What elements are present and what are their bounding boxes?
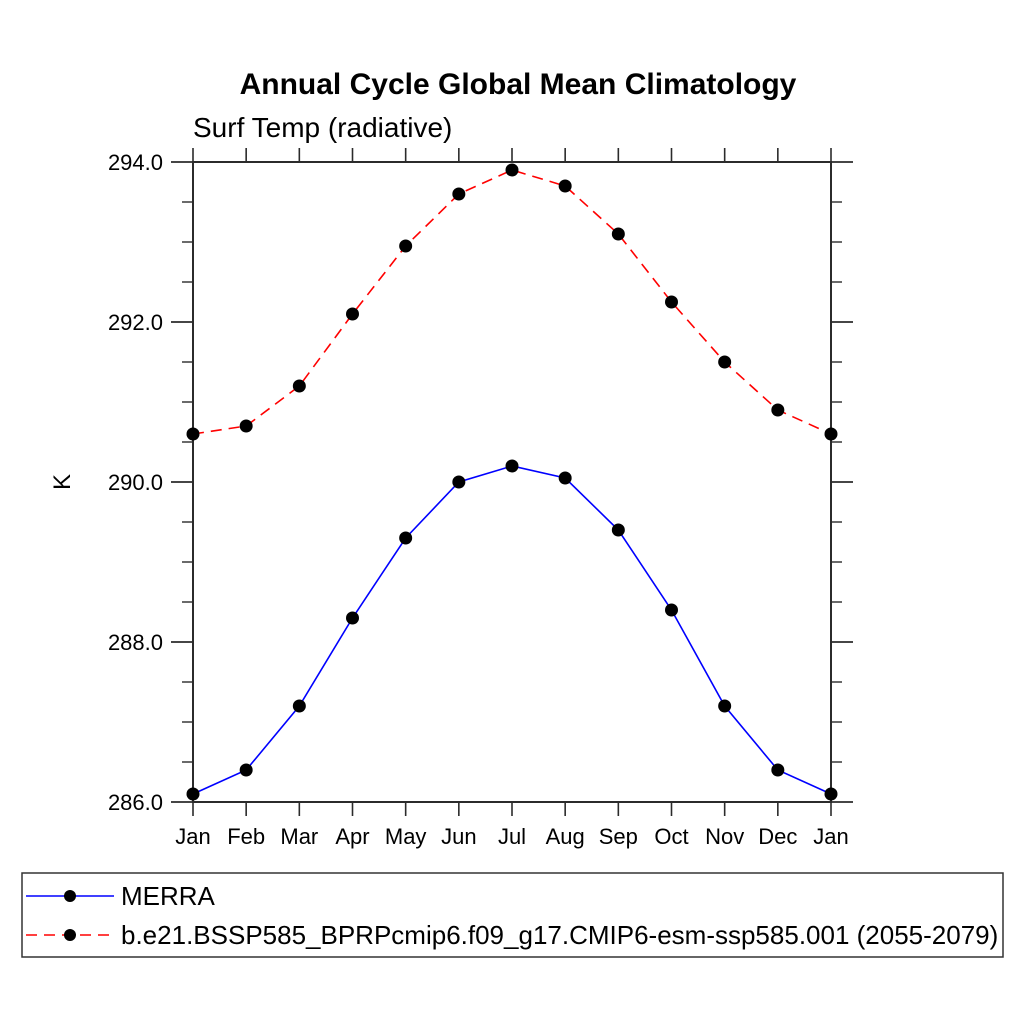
data-point-marker-model — [292, 379, 306, 393]
x-tick-label: Feb — [227, 824, 265, 849]
data-point-marker-model — [399, 239, 413, 253]
y-tick-label: 294.0 — [108, 150, 163, 175]
data-point-marker-model — [771, 403, 785, 417]
data-point-marker-model — [824, 427, 838, 441]
data-point-marker-model — [558, 179, 572, 193]
y-tick-label: 290.0 — [108, 470, 163, 495]
data-point-marker-merra — [558, 471, 572, 485]
x-tick-label: Dec — [758, 824, 797, 849]
y-tick-label: 292.0 — [108, 310, 163, 335]
plot-frame — [192, 161, 832, 803]
data-point-marker-merra — [665, 603, 678, 617]
x-tick-label: Apr — [335, 824, 369, 849]
x-tick-label: Jan — [175, 824, 210, 849]
data-point-marker-merra — [399, 531, 413, 545]
data-point-marker-model — [505, 163, 519, 177]
data-point-marker-model — [346, 307, 359, 321]
data-point-marker-merra — [292, 699, 306, 713]
legend-label-merra: MERRA — [121, 881, 216, 911]
data-point-marker-merra — [452, 475, 466, 489]
x-tick-label: Oct — [654, 824, 688, 849]
legend-marker-model — [64, 929, 76, 941]
legend-box — [21, 872, 1004, 958]
data-point-marker-model — [665, 295, 678, 309]
x-tick-label: Jul — [498, 824, 526, 849]
data-point-marker-model — [186, 427, 200, 441]
x-tick-label: Nov — [705, 824, 744, 849]
data-point-marker-model — [611, 227, 625, 241]
x-tick-label: Jan — [813, 824, 848, 849]
legend-label-model: b.e21.BSSP585_BPRPcmip6.f09_g17.CMIP6-es… — [121, 920, 998, 950]
chart-title: Annual Cycle Global Mean Climatology — [240, 68, 797, 101]
data-point-marker-merra — [611, 523, 625, 537]
x-tick-label: May — [385, 824, 427, 849]
y-axis-label: K — [49, 474, 76, 490]
data-point-marker-merra — [771, 763, 785, 777]
x-tick-label: Aug — [546, 824, 585, 849]
data-point-marker-model — [239, 419, 253, 433]
data-point-marker-merra — [346, 611, 359, 625]
y-tick-label: 286.0 — [108, 790, 163, 815]
x-tick-label: Mar — [280, 824, 318, 849]
data-point-marker-merra — [718, 699, 732, 713]
data-point-marker-merra — [505, 459, 519, 473]
data-point-marker-model — [718, 355, 732, 369]
data-point-marker-merra — [824, 787, 838, 801]
x-tick-label: Sep — [599, 824, 638, 849]
y-tick-label: 288.0 — [108, 630, 163, 655]
data-point-marker-model — [452, 187, 466, 201]
chart-subtitle: Surf Temp (radiative) — [193, 112, 452, 143]
x-tick-label: Jun — [441, 824, 476, 849]
data-point-marker-merra — [239, 763, 253, 777]
data-point-marker-merra — [186, 787, 200, 801]
legend-marker-merra — [64, 890, 76, 902]
